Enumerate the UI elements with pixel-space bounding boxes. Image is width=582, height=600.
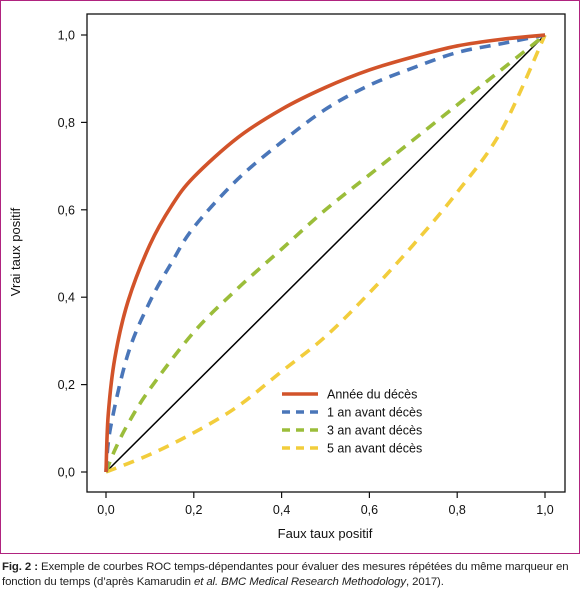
x-tick-label: 0,8 [449,503,466,517]
series-line-2 [104,33,546,473]
roc-chart: 0,0 0,0 0,2 0,2 0,4 0,4 0,6 0,6 0,8 0,8 1,0 1,0 Ann… [8,13,566,541]
reference-diagonal [105,34,546,473]
y-tick-label: 0,0 [58,466,75,480]
plot-border [86,13,566,493]
series-line-1 [104,33,546,473]
legend-label-2: 1 an avant décès [327,406,422,420]
y-axis-label: Vrai taux positif [8,207,23,296]
caption-label: Fig. 2 : [2,561,38,573]
series-line-4 [105,34,547,474]
caption-text-1: Exemple de courbes ROC temps-dépendantes… [2,561,569,588]
caption-italic-2: BMC Medical Research Methodology [221,576,406,588]
series-line-3 [104,33,547,473]
x-tick-label: 0,6 [361,503,378,517]
x-tick-label: 0,2 [185,503,202,517]
legend-label-1: Année du décès [327,388,417,402]
y-tick-label: 1,0 [58,29,75,43]
y-tick-label: 0,6 [58,203,75,217]
caption-text-3: , 2017). [405,576,444,588]
axes-layer: 0,0 0,0 0,2 0,2 0,4 0,4 0,6 0,6 0,8 0,8 1,0 1,0 [58,29,554,518]
legend-label-3: 3 an avant décès [327,424,422,438]
series-layer [104,33,547,474]
x-axis-label: Faux taux positif [278,526,373,541]
y-tick-label: 0,2 [58,378,75,392]
figure-frame [0,0,580,554]
legend: Année du décès 1 an avant décès 3 an avant… [282,388,422,456]
figure-caption: Fig. 2 : Exemple de courbes ROC temps-dé… [2,560,580,590]
caption-italic-1: et al. [193,576,219,588]
x-tick-label: 0,4 [273,503,290,517]
x-tick-label: 0,0 [97,503,114,517]
x-tick-label: 1,0 [536,503,553,517]
legend-label-4: 5 an avant décès [327,442,422,456]
y-tick-label: 0,4 [58,291,75,305]
reference-diagonal-layer [105,34,546,473]
plot-area [86,13,566,493]
y-tick-label: 0,8 [58,116,75,130]
